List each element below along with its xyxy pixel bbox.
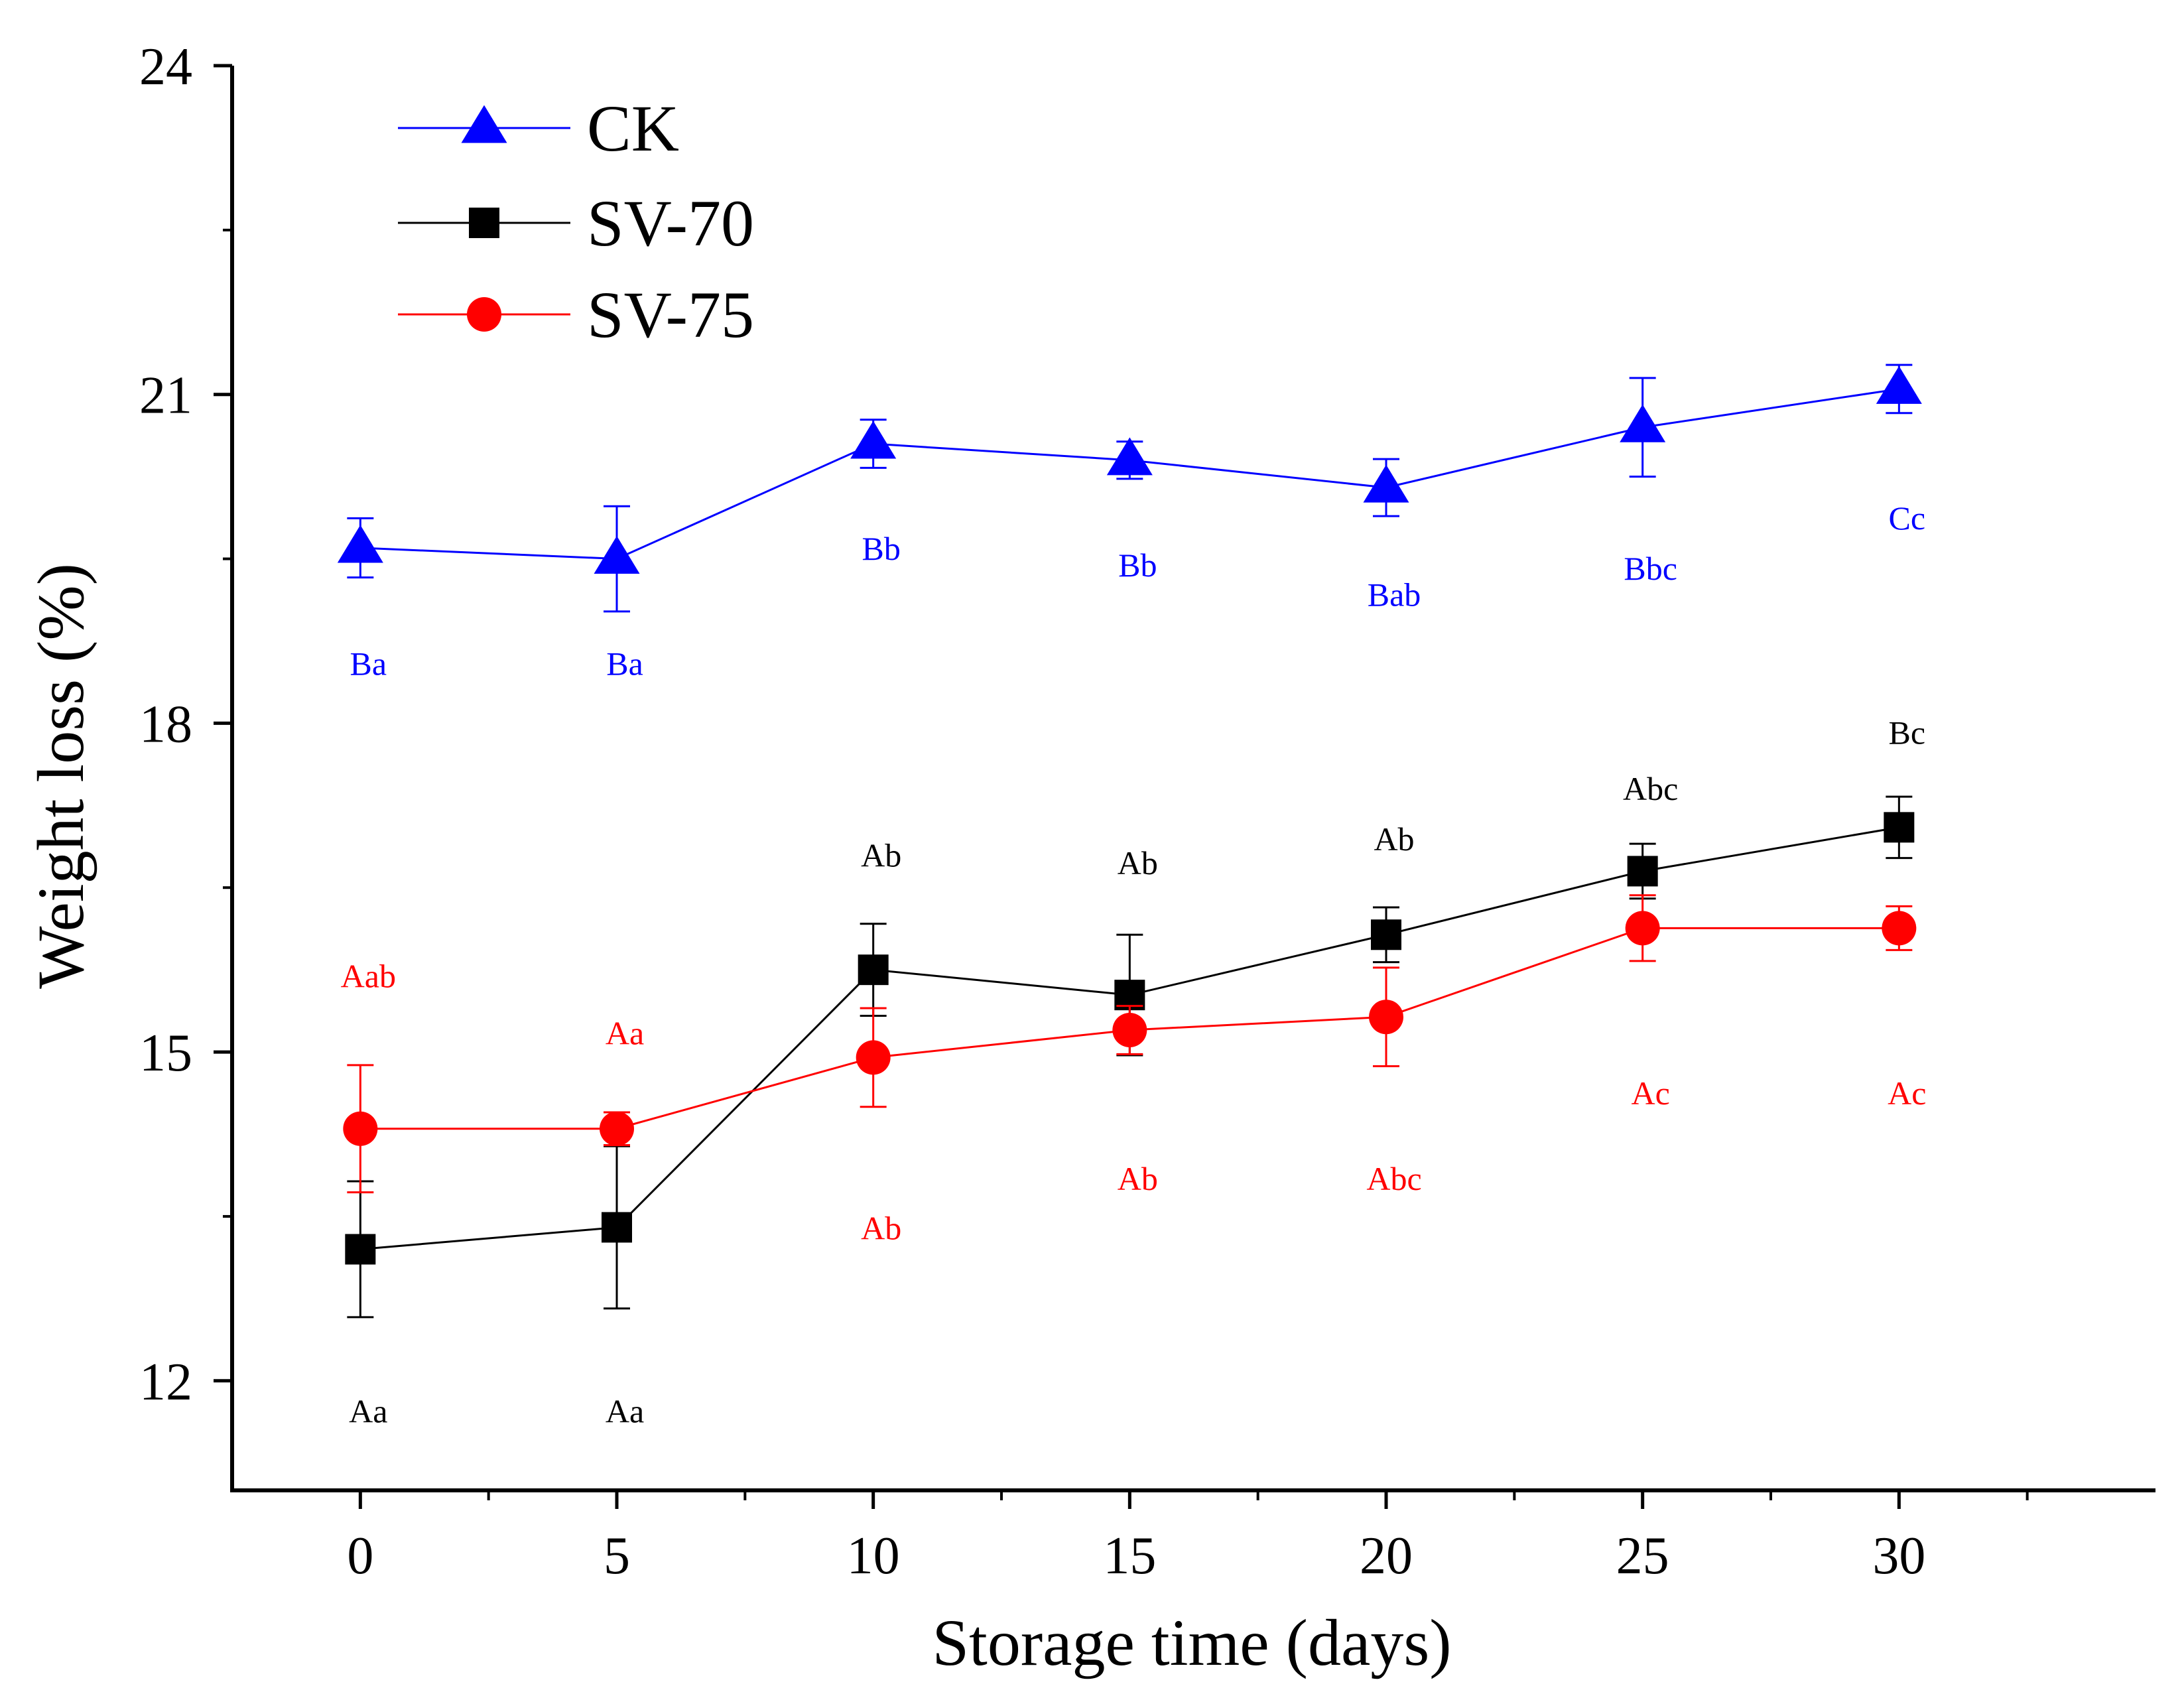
data-point-sv-70 <box>858 954 889 986</box>
x-tick-label: 15 <box>1103 1527 1156 1585</box>
significance-letter: Abc <box>1623 770 1678 807</box>
legend-marker <box>461 105 507 143</box>
significance-letter: Ab <box>1118 1160 1158 1197</box>
x-axis-title: Storage time (days) <box>932 1606 1451 1679</box>
significance-letter: Ac <box>1888 1074 1926 1112</box>
series-ck <box>337 363 1922 613</box>
data-point-ck <box>850 421 897 459</box>
y-tick-label: 15 <box>139 1024 192 1082</box>
series-sv-75 <box>343 894 1917 1194</box>
x-tick-label: 0 <box>347 1527 373 1585</box>
significance-letter: Aa <box>606 1014 644 1051</box>
y-tick-label: 18 <box>139 695 192 753</box>
data-point-sv-70 <box>1627 856 1658 887</box>
y-tick-label: 24 <box>139 38 192 96</box>
x-tick-label: 5 <box>604 1527 630 1585</box>
data-point-ck <box>1876 365 1922 404</box>
significance-letter: Ba <box>606 645 643 683</box>
significance-letter: Bb <box>862 530 900 567</box>
significance-letter: Aa <box>606 1392 644 1429</box>
significance-letter: Bb <box>1118 547 1157 584</box>
x-tick-label: 30 <box>1872 1527 1925 1585</box>
legend-label: SV-70 <box>587 186 754 260</box>
x-tick-label: 10 <box>847 1527 900 1585</box>
data-point-sv-75 <box>343 1111 378 1146</box>
significance-letter: Bab <box>1368 576 1421 613</box>
legend-label: CK <box>587 92 679 165</box>
significance-letter: Abc <box>1366 1160 1421 1197</box>
data-point-sv-70 <box>1371 919 1401 950</box>
series-sv-70 <box>345 795 1915 1319</box>
y-tick-label: 12 <box>139 1353 192 1411</box>
y-tick-label: 21 <box>139 367 192 425</box>
legend-label: SV-75 <box>587 278 754 352</box>
x-tick-label: 20 <box>1360 1527 1413 1585</box>
data-point-ck <box>1106 437 1153 476</box>
data-point-ck <box>1620 404 1666 442</box>
plot-series <box>337 363 1922 1319</box>
significance-letter: Ac <box>1632 1074 1670 1112</box>
data-point-ck <box>594 536 640 574</box>
significance-letter: Aa <box>349 1392 387 1429</box>
significance-letter: Ab <box>1374 820 1414 858</box>
data-point-sv-70 <box>1884 812 1915 843</box>
significance-letter: Aab <box>341 957 396 994</box>
data-point-sv-75 <box>1112 1013 1147 1048</box>
data-point-sv-75 <box>600 1111 634 1146</box>
legend-item-sv-70: SV-70 <box>398 186 754 260</box>
legend: CK SV-70 SV-75 <box>398 92 754 352</box>
x-ticks: 0 5 10 15 20 25 30 <box>347 1490 2029 1585</box>
legend-marker <box>467 297 501 332</box>
data-point-sv-70 <box>602 1212 632 1243</box>
data-point-sv-70 <box>345 1234 376 1265</box>
significance-letter: Ba <box>350 645 387 683</box>
significance-letter: Cc <box>1889 499 1926 537</box>
legend-item-ck: CK <box>398 92 679 165</box>
significance-letter: Ab <box>861 1209 901 1246</box>
legend-marker <box>469 208 499 238</box>
data-point-ck <box>337 525 383 563</box>
significance-letter: Bbc <box>1624 550 1677 587</box>
legend-item-sv-75: SV-75 <box>398 278 754 352</box>
data-point-sv-75 <box>1882 911 1917 946</box>
significance-letter: Bc <box>1889 714 1926 751</box>
significance-letters: Ba Ba Bb Bb Bab Bbc Cc Aa Aa Ab Ab Ab Abc Bc Aab Aa Ab Ab… <box>341 499 1927 1430</box>
axes <box>230 66 2155 1492</box>
y-axis-title: Weight loss (%) <box>24 563 97 989</box>
x-tick-label: 25 <box>1616 1527 1669 1585</box>
significance-letter: Ab <box>861 837 901 874</box>
data-point-ck <box>1363 464 1409 503</box>
significance-letter: Ab <box>1118 844 1158 881</box>
data-point-sv-75 <box>856 1040 891 1075</box>
y-ticks: 12 15 18 21 24 <box>139 38 232 1411</box>
data-point-sv-75 <box>1625 911 1660 946</box>
data-point-sv-75 <box>1369 1000 1403 1035</box>
